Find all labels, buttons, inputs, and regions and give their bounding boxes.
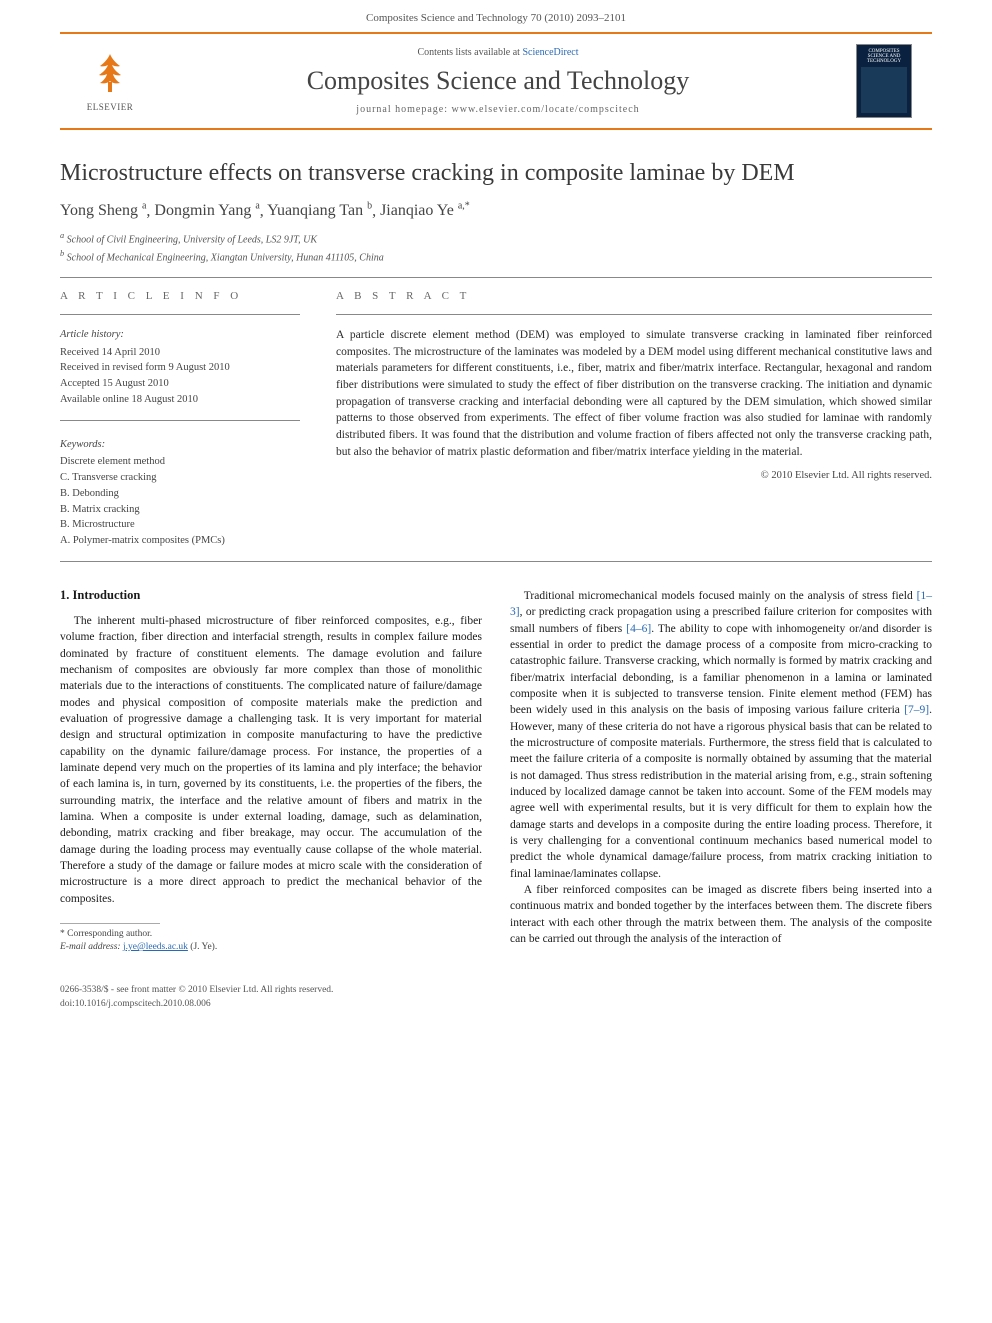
article-info-label: A R T I C L E I N F O bbox=[60, 290, 300, 302]
journal-banner: ELSEVIER Contents lists available at Sci… bbox=[60, 32, 932, 130]
running-header: Composites Science and Technology 70 (20… bbox=[0, 0, 992, 32]
corresponding-mark: * Corresponding author. bbox=[60, 928, 482, 941]
author-1: Dongmin Yang a bbox=[154, 202, 259, 219]
article-title: Microstructure effects on transverse cra… bbox=[60, 160, 932, 187]
journal-name: Composites Science and Technology bbox=[158, 66, 838, 96]
body-left-column: 1. Introduction The inherent multi-phase… bbox=[60, 588, 482, 955]
keyword: A. Polymer-matrix composites (PMCs) bbox=[60, 533, 300, 549]
email-who: (J. Ye). bbox=[188, 942, 217, 952]
journal-cover-thumbnail: COMPOSITES SCIENCE AND TECHNOLOGY bbox=[856, 44, 912, 118]
publisher-name: ELSEVIER bbox=[87, 102, 134, 112]
history-item: Accepted 15 August 2010 bbox=[60, 376, 300, 392]
intro-paragraph-1: The inherent multi-phased microstructure… bbox=[60, 613, 482, 907]
body-paragraph-2: Traditional micromechanical models focus… bbox=[510, 588, 932, 882]
author-email-link[interactable]: j.ye@leeds.ac.uk bbox=[123, 942, 188, 952]
homepage-prefix: journal homepage: bbox=[356, 104, 451, 115]
publisher-logo: ELSEVIER bbox=[80, 46, 140, 116]
divider bbox=[60, 561, 932, 562]
author-2: Yuanqiang Tan b bbox=[267, 202, 372, 219]
corresponding-email: E-mail address: j.ye@leeds.ac.uk (J. Ye)… bbox=[60, 941, 482, 954]
affiliation-b: b School of Mechanical Engineering, Xian… bbox=[60, 248, 932, 265]
divider bbox=[60, 277, 932, 278]
keywords-heading: Keywords: bbox=[60, 437, 300, 453]
homepage-url: www.elsevier.com/locate/compscitech bbox=[452, 104, 640, 115]
history-heading: Article history: bbox=[60, 327, 300, 343]
divider bbox=[60, 420, 300, 421]
divider bbox=[60, 314, 300, 315]
intro-heading: 1. Introduction bbox=[60, 588, 482, 603]
footer-line-1: 0266-3538/$ - see front matter © 2010 El… bbox=[60, 984, 932, 997]
contents-available-line: Contents lists available at ScienceDirec… bbox=[158, 47, 838, 58]
elsevier-tree-icon bbox=[86, 50, 134, 98]
footnote-rule bbox=[60, 923, 160, 924]
history-item: Received in revised form 9 August 2010 bbox=[60, 360, 300, 376]
page-footer: 0266-3538/$ - see front matter © 2010 El… bbox=[0, 974, 992, 1035]
contents-prefix: Contents lists available at bbox=[417, 47, 522, 58]
authors-line: Yong Sheng a, Dongmin Yang a, Yuanqiang … bbox=[60, 201, 932, 220]
abstract-copyright: © 2010 Elsevier Ltd. All rights reserved… bbox=[336, 470, 932, 481]
email-label: E-mail address: bbox=[60, 942, 123, 952]
affiliation-a: a School of Civil Engineering, Universit… bbox=[60, 230, 932, 247]
citation-link[interactable]: [4–6] bbox=[626, 623, 651, 635]
banner-center: Contents lists available at ScienceDirec… bbox=[158, 47, 838, 115]
cover-thumb-image bbox=[861, 67, 907, 113]
citation-link[interactable]: [7–9] bbox=[904, 704, 929, 716]
affiliations: a School of Civil Engineering, Universit… bbox=[60, 230, 932, 265]
body-right-column: Traditional micromechanical models focus… bbox=[510, 588, 932, 955]
body-paragraph-3: A fiber reinforced composites can be ima… bbox=[510, 882, 932, 947]
homepage-line: journal homepage: www.elsevier.com/locat… bbox=[158, 104, 838, 115]
sciencedirect-link[interactable]: ScienceDirect bbox=[522, 47, 578, 58]
keyword: Discrete element method bbox=[60, 454, 300, 470]
cover-thumb-title: COMPOSITES SCIENCE AND TECHNOLOGY bbox=[861, 49, 907, 64]
divider bbox=[336, 314, 932, 315]
footer-doi: doi:10.1016/j.compscitech.2010.08.006 bbox=[60, 998, 932, 1011]
keywords-block: Keywords: Discrete element method C. Tra… bbox=[60, 437, 300, 549]
keyword: C. Transverse cracking bbox=[60, 470, 300, 486]
article-history: Article history: Received 14 April 2010 … bbox=[60, 327, 300, 408]
body-columns: 1. Introduction The inherent multi-phase… bbox=[60, 588, 932, 955]
keyword: B. Matrix cracking bbox=[60, 502, 300, 518]
keyword: B. Microstructure bbox=[60, 517, 300, 533]
author-3: Jianqiao Ye a,* bbox=[380, 202, 470, 219]
author-0: Yong Sheng a bbox=[60, 202, 146, 219]
corresponding-author-note: * Corresponding author. E-mail address: … bbox=[60, 928, 482, 955]
history-item: Available online 18 August 2010 bbox=[60, 392, 300, 408]
abstract-label: A B S T R A C T bbox=[336, 290, 932, 302]
abstract-text: A particle discrete element method (DEM)… bbox=[336, 327, 932, 460]
history-item: Received 14 April 2010 bbox=[60, 345, 300, 361]
abstract-column: A B S T R A C T A particle discrete elem… bbox=[336, 290, 932, 549]
keyword: B. Debonding bbox=[60, 486, 300, 502]
article-info-column: A R T I C L E I N F O Article history: R… bbox=[60, 290, 300, 549]
